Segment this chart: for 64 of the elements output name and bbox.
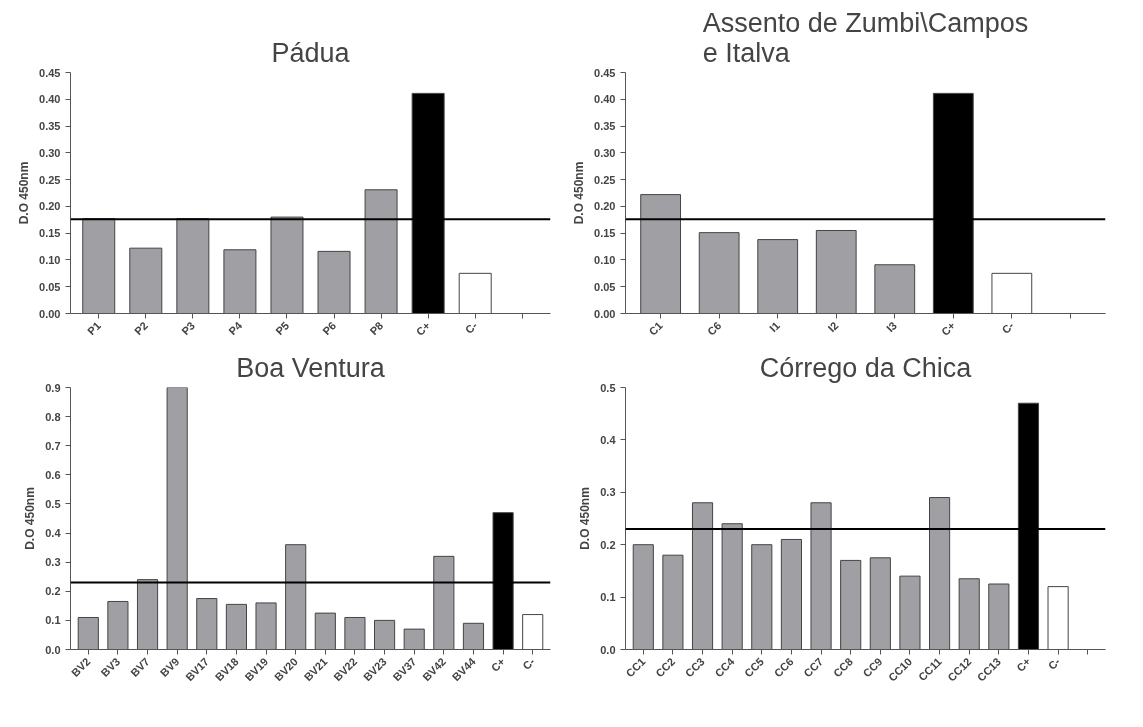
y-tick-label: 0.4	[45, 527, 62, 540]
y-tick-label: 0.05	[594, 280, 616, 293]
chart-title: Córrego da Chica	[759, 352, 973, 383]
y-tick-label: 0.15	[39, 227, 61, 240]
x-tick-label: P1	[84, 319, 103, 338]
y-axis-title: D.O 450nm	[578, 487, 593, 550]
y-tick-label: 0.5	[600, 381, 616, 394]
y-tick-label: 0.2	[45, 585, 61, 598]
x-tick-label: C6	[704, 319, 724, 338]
x-tick-label: P3	[179, 319, 198, 338]
x-tick-label: C+	[938, 319, 958, 338]
y-tick-label: 0.00	[594, 307, 616, 320]
y-axis-title: D.O 450nm	[23, 487, 38, 550]
y-tick-label: 0.0	[45, 643, 61, 656]
y-tick-label: 0.05	[39, 280, 61, 293]
y-axis-title: D.O 450nm	[17, 161, 32, 225]
x-tick-label: P4	[226, 318, 245, 338]
x-tick-label: P8	[367, 319, 386, 338]
x-tick-label: C+	[488, 655, 508, 674]
x-tick-label: C-	[1045, 655, 1063, 672]
y-tick-label: 0.30	[594, 146, 616, 159]
y-tick-label: 0.9	[45, 381, 61, 394]
y-tick-label: 0.40	[594, 93, 616, 106]
y-tick-label: 0.30	[39, 146, 61, 159]
y-tick-label: 0.10	[39, 253, 61, 266]
y-tick-label: 0.4	[600, 433, 617, 446]
x-tick-label: I3	[884, 319, 900, 335]
y-tick-label: 0.45	[39, 66, 61, 79]
x-tick-label: P5	[273, 319, 292, 338]
x-tick-label: C+	[413, 319, 433, 338]
y-tick-label: 0.20	[39, 200, 61, 213]
y-tick-label: 0.0	[600, 643, 616, 656]
y-tick-label: 0.45	[594, 66, 616, 79]
y-tick-label: 0.25	[39, 173, 61, 186]
y-tick-label: 0.1	[45, 614, 61, 627]
y-tick-label: 0.1	[600, 591, 616, 604]
x-tick-label: P2	[132, 319, 151, 338]
x-tick-label: C-	[999, 319, 1017, 336]
y-tick-label: 0.00	[39, 307, 61, 320]
x-tick-label: P6	[320, 319, 339, 338]
y-tick-label: 0.35	[594, 120, 616, 133]
y-tick-label: 0.6	[45, 468, 61, 481]
chart-title: Boa Ventura	[236, 352, 386, 383]
chart-title: Assento de Zumbi\Campos e Italva	[702, 7, 1029, 68]
y-tick-label: 0.25	[594, 173, 616, 186]
y-tick-label: 0.15	[594, 227, 616, 240]
y-tick-label: 0.5	[45, 497, 61, 510]
y-tick-label: 0.3	[600, 486, 616, 499]
x-tick-label: I1	[766, 319, 782, 335]
y-tick-label: 0.8	[45, 410, 61, 423]
y-tick-label: 0.20	[594, 200, 616, 213]
x-tick-label: C1	[646, 319, 665, 338]
y-tick-label: 0.7	[45, 439, 61, 452]
chart-title: Pádua	[271, 37, 351, 68]
x-tick-label: C-	[462, 319, 480, 336]
x-tick-label: I2	[825, 319, 841, 335]
y-tick-label: 0.2	[600, 538, 616, 551]
y-axis-title: D.O 450nm	[572, 161, 587, 225]
y-tick-label: 0.35	[39, 120, 61, 133]
y-tick-label: 0.3	[45, 556, 61, 569]
y-tick-label: 0.40	[39, 93, 61, 106]
y-tick-label: 0.10	[594, 253, 616, 266]
x-tick-label: C+	[1014, 655, 1033, 674]
x-tick-label: C-	[520, 655, 538, 672]
